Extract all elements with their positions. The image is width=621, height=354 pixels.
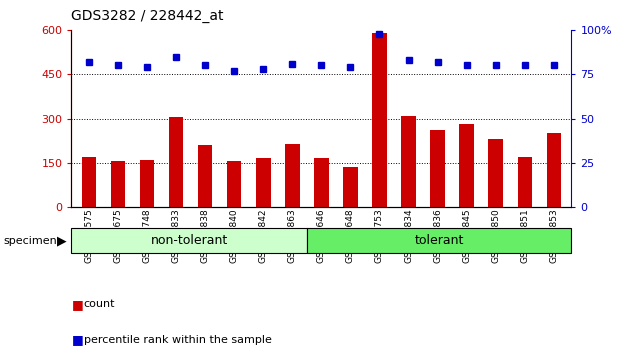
Bar	[517, 157, 532, 207]
Text: GDS3282 / 228442_at: GDS3282 / 228442_at	[71, 9, 224, 23]
Text: ▶: ▶	[58, 234, 67, 247]
Bar	[401, 116, 416, 207]
Text: ■: ■	[71, 333, 83, 346]
Bar	[430, 130, 445, 207]
Bar	[198, 145, 212, 207]
Text: non-tolerant: non-tolerant	[150, 234, 228, 247]
Text: percentile rank within the sample: percentile rank within the sample	[84, 335, 272, 345]
Text: ■: ■	[71, 298, 83, 311]
Bar	[546, 133, 561, 207]
Bar	[256, 159, 271, 207]
Text: count: count	[84, 299, 116, 309]
Bar	[169, 117, 183, 207]
Bar	[460, 125, 474, 207]
Bar	[372, 33, 387, 207]
Bar	[111, 161, 125, 207]
Text: tolerant: tolerant	[414, 234, 464, 247]
Bar	[285, 144, 299, 207]
Bar	[71, 228, 307, 253]
Bar	[314, 159, 329, 207]
Bar	[489, 139, 503, 207]
Bar	[307, 228, 571, 253]
Bar	[227, 161, 242, 207]
Bar	[81, 157, 96, 207]
Bar	[343, 167, 358, 207]
Bar	[140, 160, 154, 207]
Text: specimen: specimen	[3, 236, 57, 246]
